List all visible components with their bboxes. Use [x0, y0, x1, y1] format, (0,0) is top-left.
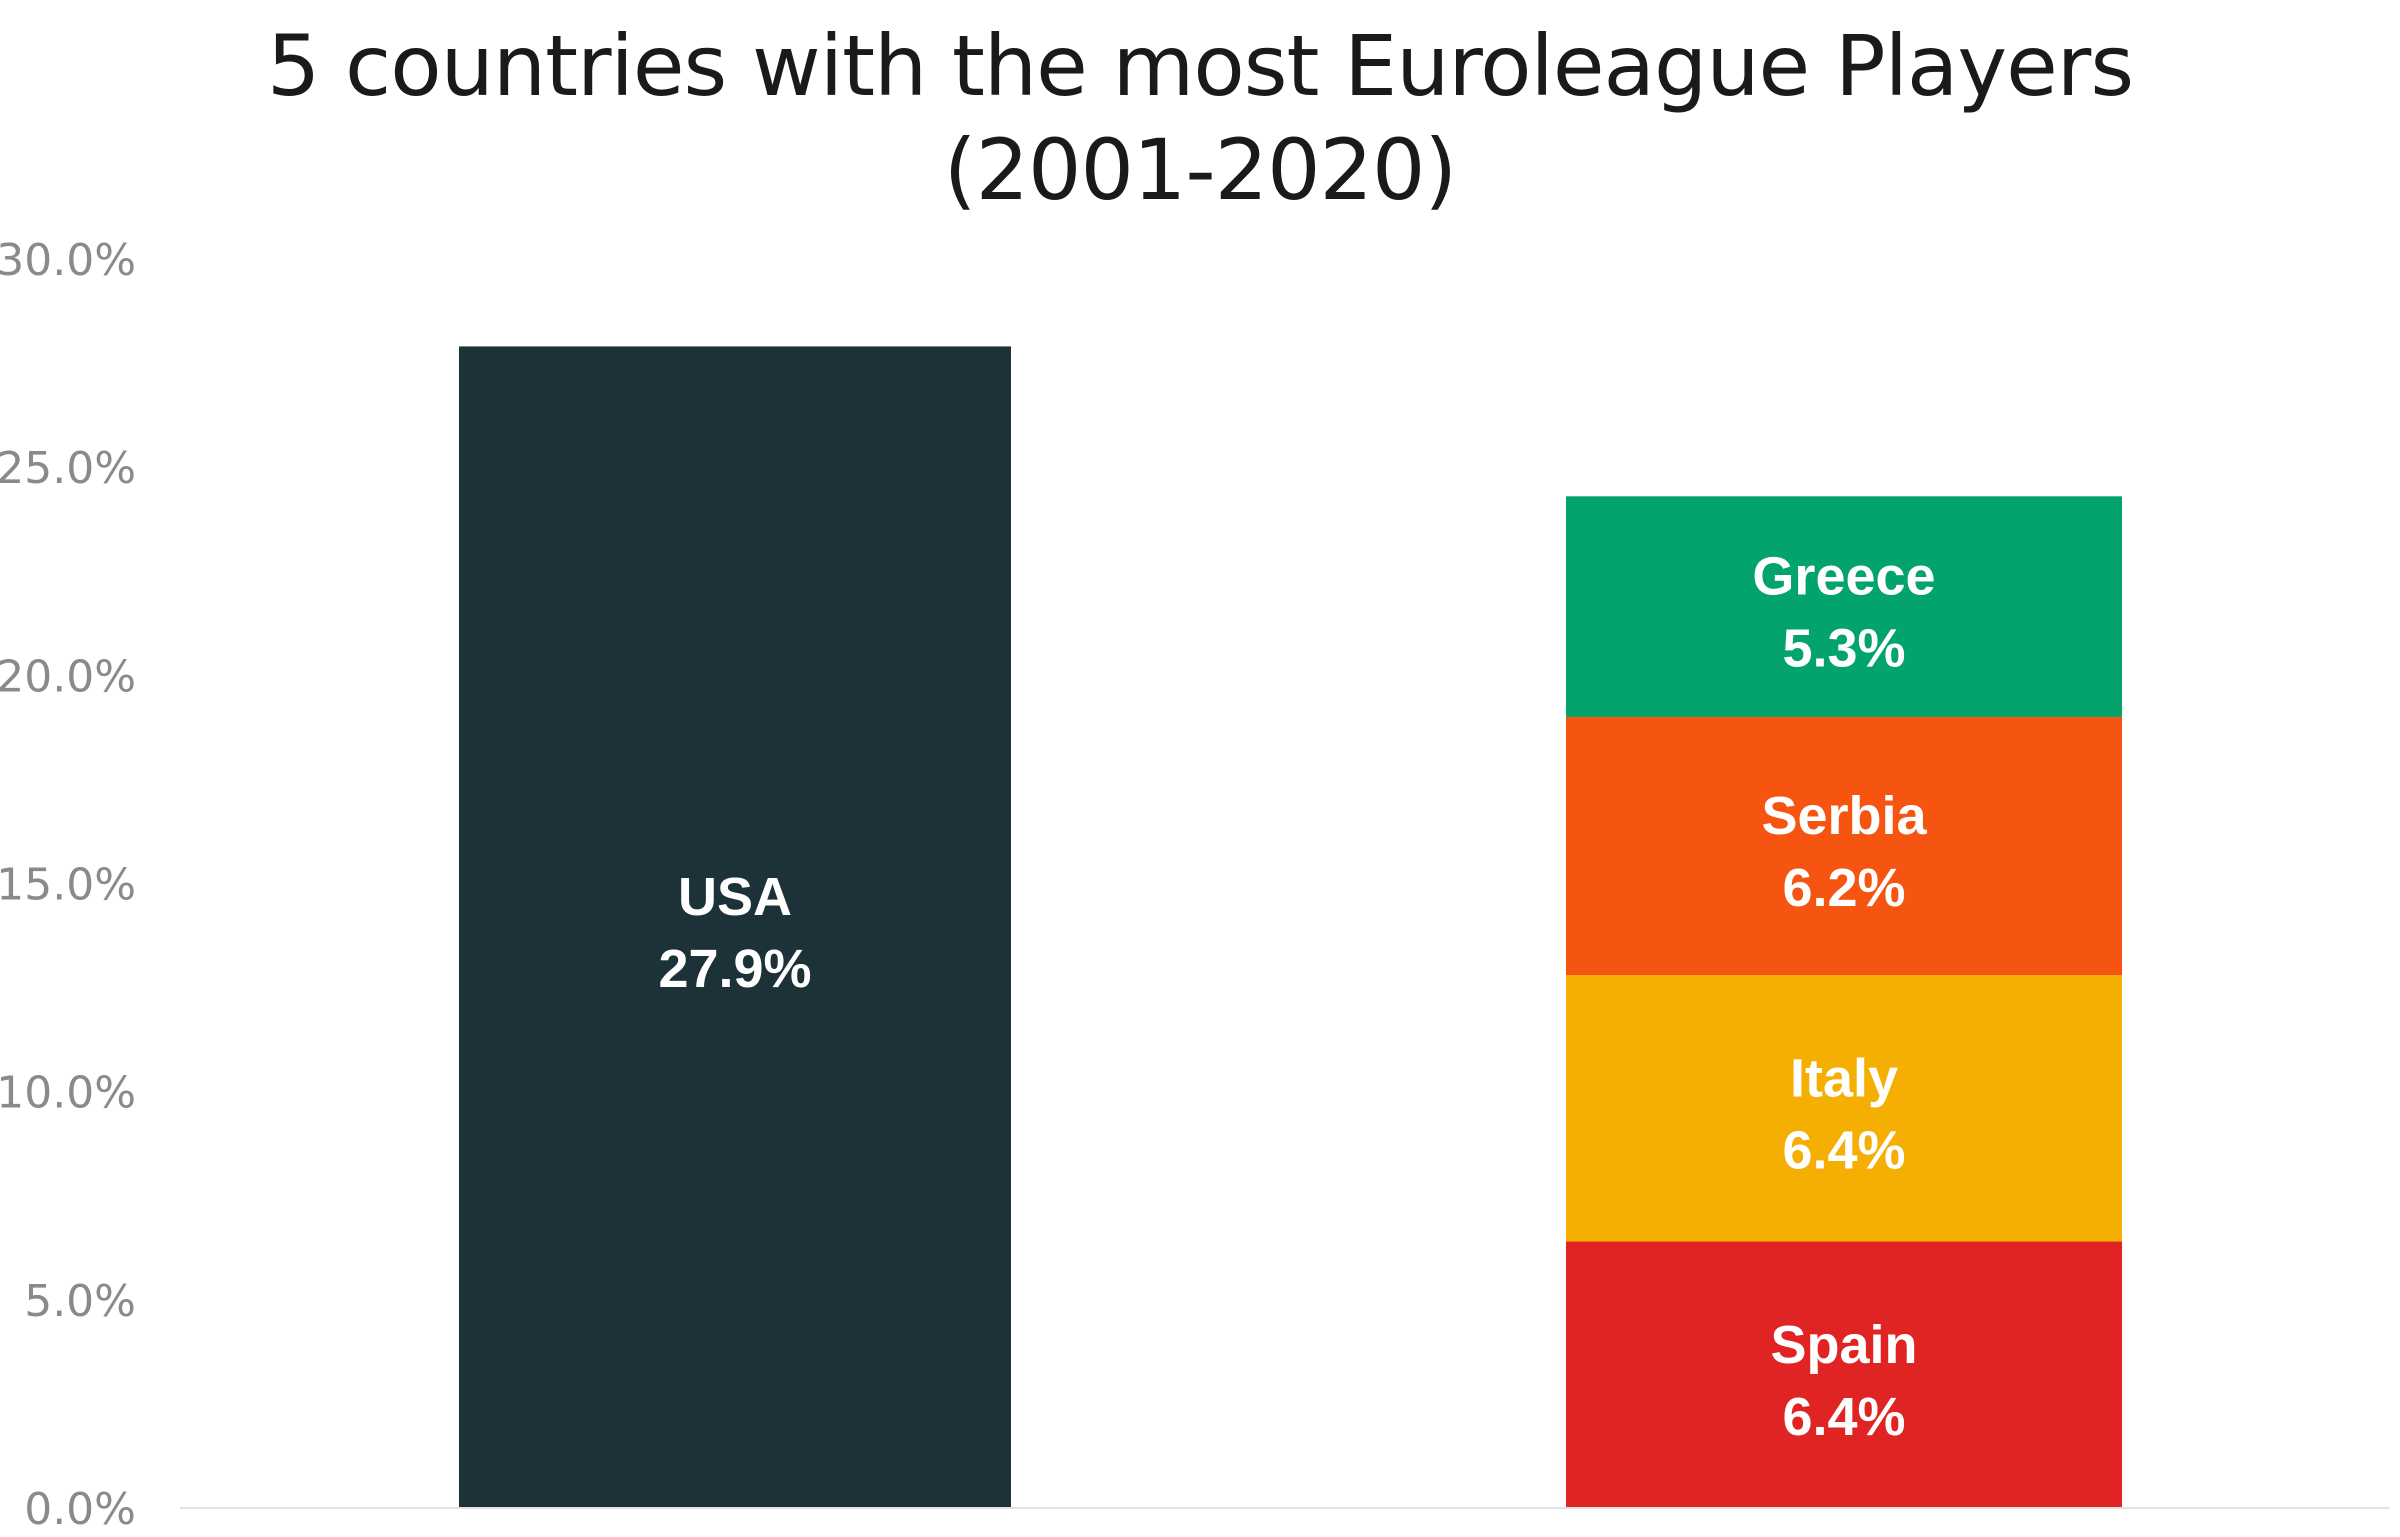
chart-title-line-1: 5 countries with the most Euroleague Pla… — [266, 17, 2134, 115]
bar-segment-serbia — [1566, 716, 2122, 976]
segment-label-spain: Spain — [1770, 1315, 1917, 1375]
chart-title: 5 countries with the most Euroleague Pla… — [0, 14, 2400, 222]
y-tick-label: 20.0% — [0, 651, 136, 702]
y-tick-label: 25.0% — [0, 443, 136, 494]
y-tick-label: 5.0% — [24, 1276, 136, 1327]
bars: USA 27.9% Spain 6.4% Italy 6.4% Serbia 6.2% Gree… — [459, 346, 2122, 1509]
y-tick-label: 10.0% — [0, 1068, 136, 1119]
segment-label-serbia: Serbia — [1761, 786, 1927, 846]
y-axis: 0.0% 5.0% 10.0% 15.0% 20.0% 25.0% 30.0% — [0, 235, 136, 1535]
segment-value-greece: 5.3% — [1782, 619, 1905, 679]
segment-value-serbia: 6.2% — [1782, 858, 1905, 918]
y-tick-label: 15.0% — [0, 860, 136, 911]
bar-segment-usa — [459, 346, 1011, 1509]
bar-segment-italy — [1566, 975, 2122, 1242]
segment-label-usa: USA — [678, 867, 792, 927]
segment-value-usa: 27.9% — [658, 939, 811, 999]
segment-value-italy: 6.4% — [1782, 1120, 1905, 1180]
segment-value-spain: 6.4% — [1782, 1387, 1905, 1447]
y-tick-label: 30.0% — [0, 235, 136, 286]
segment-label-greece: Greece — [1752, 547, 1935, 607]
chart-title-line-2: (2001-2020) — [943, 121, 1457, 219]
bar-segment-spain — [1566, 1241, 2122, 1508]
segment-label-italy: Italy — [1790, 1048, 1898, 1108]
y-tick-label: 0.0% — [24, 1484, 136, 1535]
bar-segment-greece — [1566, 496, 2122, 717]
